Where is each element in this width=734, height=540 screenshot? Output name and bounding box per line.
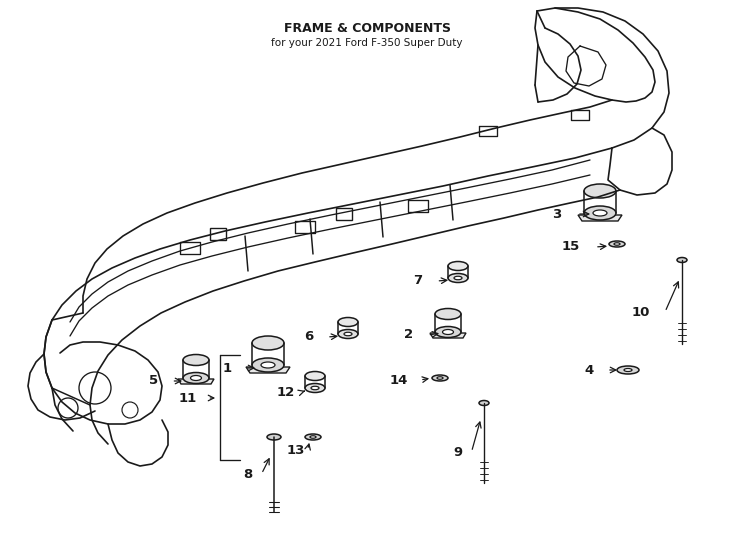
Text: for your 2021 Ford F-350 Super Duty: for your 2021 Ford F-350 Super Duty: [272, 38, 462, 48]
Polygon shape: [210, 228, 226, 240]
Ellipse shape: [454, 276, 462, 280]
Ellipse shape: [338, 318, 358, 327]
Text: 13: 13: [286, 443, 305, 456]
Text: 9: 9: [453, 446, 462, 458]
Ellipse shape: [183, 354, 209, 366]
Ellipse shape: [584, 184, 616, 198]
Ellipse shape: [252, 358, 284, 372]
Ellipse shape: [252, 336, 284, 350]
Text: 10: 10: [632, 306, 650, 319]
Ellipse shape: [609, 241, 625, 247]
Ellipse shape: [479, 401, 489, 406]
Polygon shape: [178, 379, 214, 384]
Ellipse shape: [311, 386, 319, 390]
Text: 15: 15: [562, 240, 580, 253]
Ellipse shape: [624, 368, 632, 372]
Text: 1: 1: [223, 361, 232, 375]
Ellipse shape: [344, 332, 352, 336]
Ellipse shape: [448, 273, 468, 282]
Ellipse shape: [435, 327, 461, 338]
Polygon shape: [430, 333, 466, 338]
Ellipse shape: [443, 329, 454, 334]
Text: 2: 2: [404, 328, 413, 341]
Polygon shape: [336, 208, 352, 220]
Ellipse shape: [261, 362, 275, 368]
Ellipse shape: [432, 375, 448, 381]
Ellipse shape: [305, 383, 325, 393]
Text: 4: 4: [585, 363, 594, 376]
Ellipse shape: [267, 434, 281, 440]
Ellipse shape: [191, 375, 202, 381]
Ellipse shape: [310, 436, 316, 438]
Text: 11: 11: [179, 392, 197, 404]
Polygon shape: [578, 215, 622, 221]
Text: 6: 6: [304, 330, 313, 343]
Ellipse shape: [305, 434, 321, 440]
Ellipse shape: [338, 329, 358, 339]
Ellipse shape: [183, 373, 209, 383]
Polygon shape: [246, 367, 290, 373]
Text: 12: 12: [277, 386, 295, 399]
Ellipse shape: [677, 258, 687, 262]
Ellipse shape: [448, 261, 468, 271]
Text: 5: 5: [149, 375, 158, 388]
Ellipse shape: [593, 210, 607, 216]
Text: 8: 8: [243, 468, 252, 481]
Ellipse shape: [614, 243, 620, 245]
Ellipse shape: [617, 366, 639, 374]
Ellipse shape: [584, 206, 616, 220]
Ellipse shape: [305, 372, 325, 381]
Text: FRAME & COMPONENTS: FRAME & COMPONENTS: [283, 22, 451, 35]
Text: 14: 14: [390, 374, 408, 387]
Ellipse shape: [435, 308, 461, 320]
Text: 7: 7: [413, 274, 422, 287]
Text: 3: 3: [552, 207, 561, 220]
Ellipse shape: [437, 377, 443, 379]
